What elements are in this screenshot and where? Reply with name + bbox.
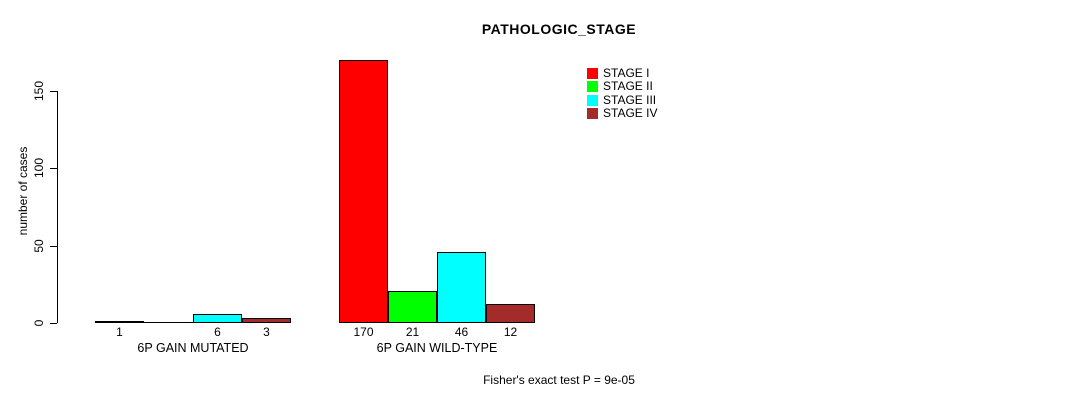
bar-value-label: 170 — [353, 325, 374, 339]
legend-swatch — [587, 67, 598, 79]
bar-stage-ii — [144, 322, 193, 323]
fisher-test-annotation: Fisher's exact test P = 9e-05 — [483, 373, 635, 387]
bar-value-label: 12 — [503, 325, 518, 339]
bar-stage-iv — [486, 304, 535, 323]
y-tick-mark — [50, 246, 57, 247]
bar-value-label: 3 — [263, 325, 270, 339]
bar-stage-iv — [242, 318, 291, 323]
legend-entry-stage-i: STAGE I — [587, 67, 649, 79]
legend-entry-stage-iii: STAGE III — [587, 94, 656, 106]
legend-entry-stage-ii: STAGE II — [587, 80, 653, 92]
bar-value-label: 21 — [405, 325, 420, 339]
y-tick-mark — [50, 168, 57, 169]
bar-stage-iii — [193, 314, 242, 323]
y-tick-mark — [50, 91, 57, 92]
y-tick-label: 50 — [32, 239, 46, 253]
bar-stage-i — [339, 60, 388, 323]
y-tick-label: 150 — [32, 80, 46, 102]
bar-value-label: 6 — [214, 325, 221, 339]
chart-title: PATHOLOGIC_STAGE — [481, 21, 637, 37]
legend-swatch — [587, 80, 598, 92]
bar-stage-iii — [437, 252, 486, 323]
y-tick-label: 100 — [32, 157, 46, 179]
legend-swatch — [587, 107, 598, 119]
y-axis-title: number of cases — [16, 146, 30, 236]
bar-stage-i — [95, 321, 144, 323]
legend-label: STAGE IV — [603, 106, 658, 120]
legend-swatch — [587, 94, 598, 106]
legend-label: STAGE II — [603, 79, 653, 93]
y-tick-mark — [50, 323, 57, 324]
category-label: 6P GAIN MUTATED — [137, 341, 249, 355]
bar-value-label: 46 — [454, 325, 469, 339]
y-tick-label: 0 — [32, 319, 46, 327]
legend-entry-stage-iv: STAGE IV — [587, 107, 657, 119]
bar-value-label: 1 — [116, 325, 123, 339]
y-axis-line — [57, 91, 58, 323]
legend-label: STAGE III — [603, 93, 657, 107]
bar-stage-ii — [388, 291, 437, 323]
category-label: 6P GAIN WILD-TYPE — [376, 341, 498, 355]
legend-label: STAGE I — [603, 66, 650, 80]
